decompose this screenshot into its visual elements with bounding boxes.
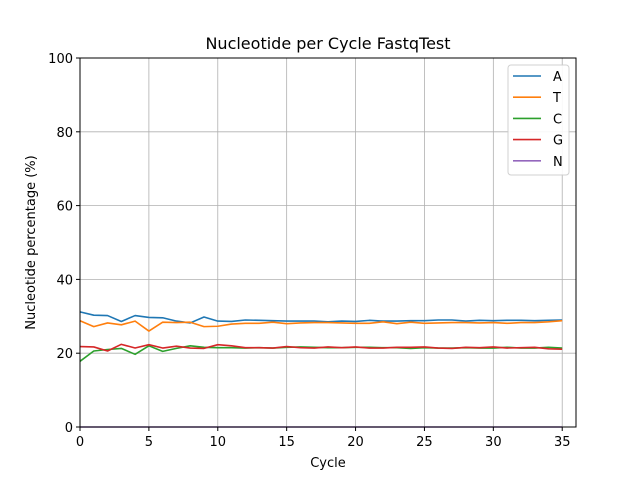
x-tick-label: 10 [210,435,227,450]
y-tick-label: 60 [56,200,73,215]
series-line-t [79,319,563,332]
series-line-a [79,311,563,324]
x-tick-label: 20 [347,435,364,450]
legend-label-g: G [553,134,563,149]
x-tick-label: 15 [278,435,295,450]
legend-label-a: A [553,70,562,85]
legend-label-t: T [552,91,561,106]
axis-ticks: 0 5 10 15 20 25 30 35 0 20 40 60 80 100 [48,52,570,450]
y-tick-label: 80 [56,126,73,141]
legend-label-c: C [553,112,562,127]
grid [79,57,576,428]
series-lines [79,311,563,428]
series-line-g [79,343,563,352]
x-axis-label: Cycle [310,456,346,471]
y-tick-label: 0 [65,421,73,436]
legend-label-n: N [553,155,563,170]
x-tick-label: 25 [416,435,433,450]
x-tick-label: 5 [145,435,153,450]
x-tick-label: 35 [554,435,571,450]
y-tick-label: 40 [56,273,73,288]
x-tick-label: 0 [76,435,84,450]
y-tick-label: 20 [56,347,73,362]
plot-frame [79,57,577,428]
x-tick-label: 30 [485,435,502,450]
y-axis-label: Nucleotide percentage (%) [24,155,39,329]
legend-frame [507,64,570,176]
y-tick-label: 100 [48,52,73,67]
chart-title: Nucleotide per Cycle FastqTest [205,34,450,53]
